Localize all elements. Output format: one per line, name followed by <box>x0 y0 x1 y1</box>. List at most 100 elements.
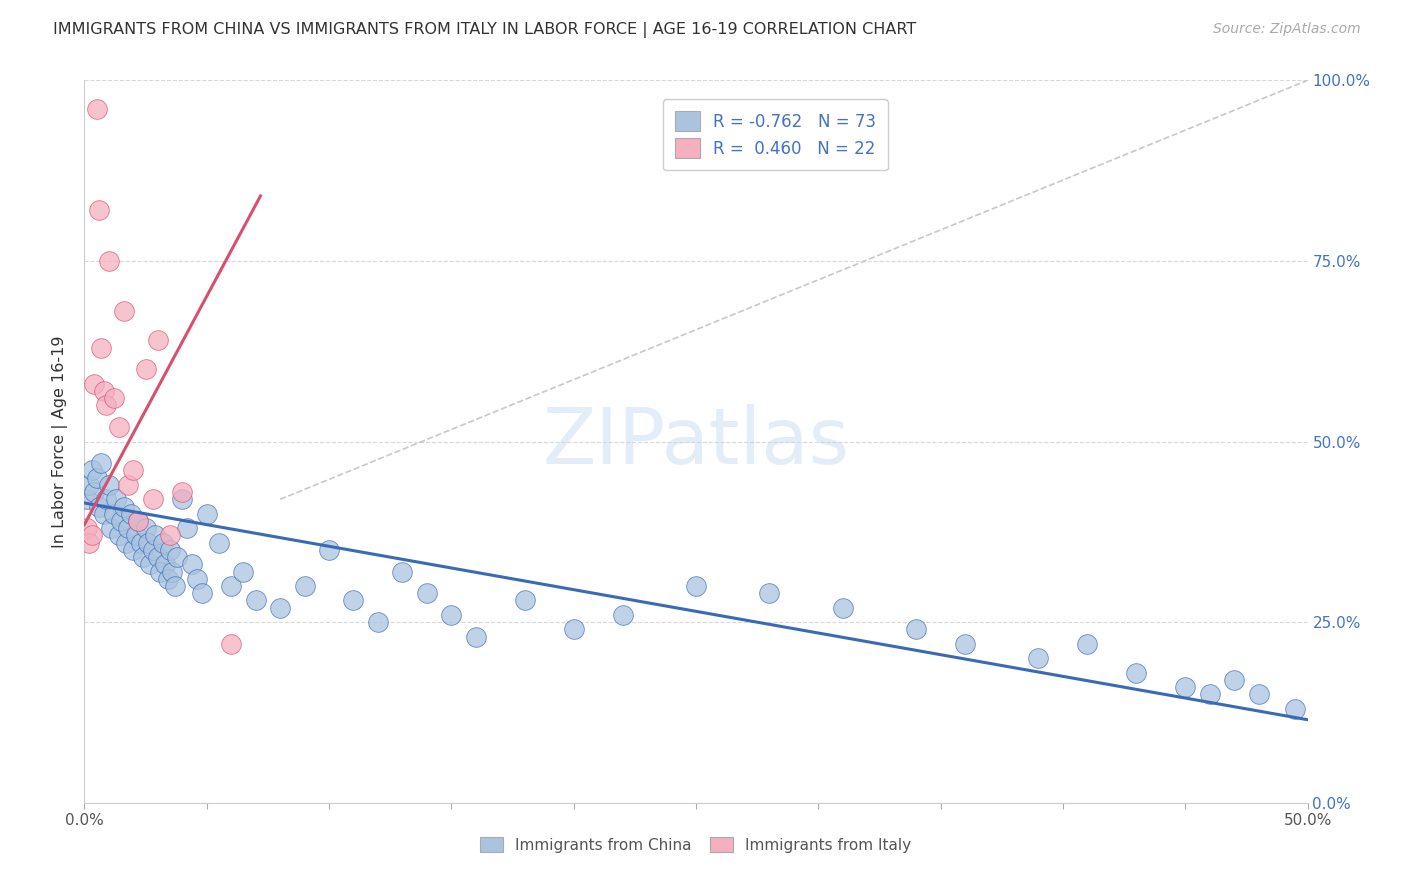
Point <box>1223 673 1246 687</box>
Point <box>318 542 340 557</box>
Point <box>80 463 103 477</box>
Point <box>122 542 145 557</box>
Point <box>129 535 152 549</box>
Point <box>90 456 112 470</box>
Y-axis label: In Labor Force | Age 16-19: In Labor Force | Age 16-19 <box>52 335 69 548</box>
Point <box>97 478 120 492</box>
Point <box>107 420 129 434</box>
Point <box>195 507 218 521</box>
Point <box>127 514 149 528</box>
Point <box>117 521 139 535</box>
Point <box>93 507 115 521</box>
Point <box>162 565 184 579</box>
Point <box>103 507 125 521</box>
Point <box>87 203 110 218</box>
Point <box>562 623 585 637</box>
Point <box>1284 702 1306 716</box>
Point <box>86 470 108 484</box>
Point <box>115 535 138 549</box>
Point <box>90 341 112 355</box>
Point <box>143 528 166 542</box>
Point <box>76 492 98 507</box>
Point <box>367 615 389 630</box>
Point <box>159 528 181 542</box>
Point <box>1028 651 1050 665</box>
Point <box>186 572 208 586</box>
Point <box>93 384 115 398</box>
Point <box>342 593 364 607</box>
Point <box>86 102 108 116</box>
Point <box>80 528 103 542</box>
Point <box>953 637 976 651</box>
Point <box>156 572 179 586</box>
Point <box>146 334 169 348</box>
Point <box>172 492 194 507</box>
Point <box>1174 680 1197 694</box>
Point <box>513 593 536 607</box>
Point <box>232 565 254 579</box>
Point <box>117 478 139 492</box>
Point <box>122 463 145 477</box>
Point <box>146 550 169 565</box>
Point <box>1125 665 1147 680</box>
Point <box>219 579 242 593</box>
Point <box>219 637 242 651</box>
Point <box>83 485 105 500</box>
Point <box>166 550 188 565</box>
Point <box>294 579 316 593</box>
Point <box>440 607 463 622</box>
Text: IMMIGRANTS FROM CHINA VS IMMIGRANTS FROM ITALY IN LABOR FORCE | AGE 16-19 CORREL: IMMIGRANTS FROM CHINA VS IMMIGRANTS FROM… <box>53 22 917 38</box>
Point <box>77 478 100 492</box>
Point <box>391 565 413 579</box>
Point <box>152 535 174 549</box>
Point <box>142 492 165 507</box>
Point <box>125 528 148 542</box>
Point <box>142 542 165 557</box>
Point <box>172 485 194 500</box>
Text: ZIPatlas: ZIPatlas <box>543 403 849 480</box>
Text: Source: ZipAtlas.com: Source: ZipAtlas.com <box>1213 22 1361 37</box>
Point <box>245 593 267 607</box>
Point <box>87 500 110 514</box>
Point <box>191 586 214 600</box>
Point <box>77 535 100 549</box>
Point <box>112 304 135 318</box>
Point <box>135 521 157 535</box>
Point <box>905 623 928 637</box>
Point <box>107 528 129 542</box>
Point <box>153 558 176 572</box>
Point <box>96 492 118 507</box>
Point <box>831 600 853 615</box>
Point <box>97 253 120 268</box>
Point <box>159 542 181 557</box>
Point <box>135 362 157 376</box>
Point <box>76 521 98 535</box>
Point <box>612 607 634 622</box>
Point <box>208 535 231 549</box>
Point <box>112 500 135 514</box>
Point <box>416 586 439 600</box>
Point <box>163 579 186 593</box>
Point <box>758 586 780 600</box>
Point <box>1247 687 1270 701</box>
Legend: Immigrants from China, Immigrants from Italy: Immigrants from China, Immigrants from I… <box>472 829 920 860</box>
Point <box>105 492 128 507</box>
Point <box>1198 687 1220 701</box>
Point <box>96 398 118 412</box>
Point <box>181 558 204 572</box>
Point <box>685 579 707 593</box>
Point <box>120 507 142 521</box>
Point <box>464 630 486 644</box>
Point <box>1076 637 1098 651</box>
Point <box>110 514 132 528</box>
Point <box>83 376 105 391</box>
Point <box>100 521 122 535</box>
Point <box>132 550 155 565</box>
Point <box>103 391 125 405</box>
Point <box>136 535 159 549</box>
Point <box>269 600 291 615</box>
Point <box>127 514 149 528</box>
Point <box>176 521 198 535</box>
Point <box>149 565 172 579</box>
Point <box>139 558 162 572</box>
